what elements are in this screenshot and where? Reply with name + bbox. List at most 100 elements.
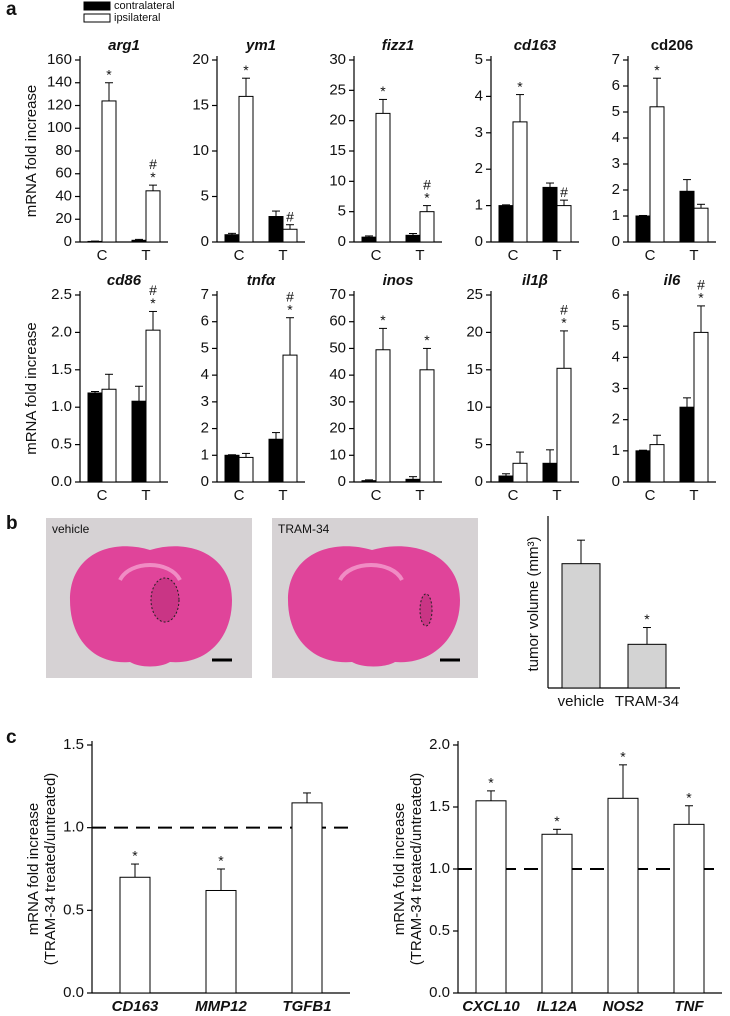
y-tick-label: 10 <box>329 172 346 189</box>
x-tick-label: C <box>371 247 382 264</box>
y-tick-label: 50 <box>329 339 346 356</box>
significance-mark: * <box>106 66 112 82</box>
y-tick-label: 1.5 <box>51 361 72 378</box>
chart-title: il1β <box>522 272 548 289</box>
y-tick-label: 1 <box>475 197 483 214</box>
y-tick-label: 7 <box>201 286 209 303</box>
x-tick-label: TRAM-34 <box>615 693 679 710</box>
bar <box>238 95 254 243</box>
significance-mark: * <box>561 315 567 331</box>
chart-title: cd206 <box>651 37 694 54</box>
x-tick-label: T <box>689 487 698 504</box>
y-tick-label: 25 <box>329 81 346 98</box>
y-tick-label: 40 <box>329 366 346 383</box>
y-tick-label: 7 <box>612 51 620 68</box>
x-tick-label: C <box>371 487 382 504</box>
significance-mark: * <box>554 813 560 829</box>
legend-swatch <box>83 1 111 11</box>
y-tick-label: 1 <box>201 446 209 463</box>
histology-tram34: TRAM-34 <box>272 518 478 678</box>
x-tick-label: TGFB1 <box>282 998 331 1015</box>
bar <box>627 643 667 689</box>
bar <box>512 462 528 483</box>
significance-mark: * <box>620 749 626 765</box>
significance-mark: * <box>243 62 249 78</box>
y-tick-label: 1.5 <box>429 798 450 815</box>
bar <box>635 450 651 483</box>
y-tick-label: 2 <box>475 160 483 177</box>
y-tick-label: 2 <box>201 420 209 437</box>
y-tick-label: 5 <box>201 339 209 356</box>
x-tick-label: C <box>234 247 245 264</box>
bar <box>361 236 377 243</box>
bar <box>635 215 651 243</box>
bar <box>419 211 435 243</box>
chart-title: cd163 <box>514 37 557 54</box>
y-tick-label: 1 <box>612 442 620 459</box>
bar <box>561 563 601 689</box>
y-tick-label: 2 <box>612 181 620 198</box>
significance-mark: * <box>686 789 692 805</box>
bar <box>556 205 572 243</box>
panel-label: b <box>6 513 18 534</box>
bar <box>512 121 528 243</box>
significance-mark: * <box>380 83 386 99</box>
y-tick-label: 0 <box>201 233 209 250</box>
y-tick-label: 0.0 <box>51 473 72 490</box>
bar <box>405 478 421 483</box>
bar <box>498 205 514 243</box>
y-tick-label: 3 <box>612 155 620 172</box>
significance-mark: # <box>423 176 431 192</box>
y-axis-label: mRNA fold increase <box>25 803 42 936</box>
x-tick-label: TNF <box>674 998 704 1015</box>
y-tick-label: 0.0 <box>63 984 84 1001</box>
significance-mark: # <box>560 302 568 318</box>
significance-mark: * <box>287 301 293 317</box>
y-tick-label: 15 <box>466 361 483 378</box>
significance-mark: * <box>424 189 430 205</box>
bar <box>607 797 639 994</box>
significance-mark: # <box>149 282 157 298</box>
y-tick-label: 1 <box>612 207 620 224</box>
significance-mark: * <box>517 78 523 94</box>
y-tick-label: 140 <box>47 74 72 91</box>
significance-mark: * <box>488 775 494 791</box>
significance-mark: * <box>150 169 156 185</box>
y-tick-label: 60 <box>55 165 72 182</box>
x-tick-label: T <box>552 247 561 264</box>
significance-mark: * <box>424 332 430 348</box>
significance-mark: # <box>286 208 294 224</box>
bar <box>131 239 147 243</box>
y-tick-label: 100 <box>47 119 72 136</box>
y-tick-label: 5 <box>475 436 483 453</box>
y-tick-label: 6 <box>612 77 620 94</box>
significance-mark: # <box>286 288 294 304</box>
bar <box>282 354 298 483</box>
y-tick-label: 2.0 <box>429 736 450 753</box>
y-tick-label: 20 <box>55 210 72 227</box>
y-tick-label: 25 <box>466 286 483 303</box>
y-tick-label: 1.0 <box>429 860 450 877</box>
histology-vehicle: vehicle <box>46 518 252 678</box>
bar <box>375 349 391 483</box>
chart-title: cd86 <box>107 272 142 289</box>
y-tick-label: 1.0 <box>51 398 72 415</box>
y-tick-label: 0.5 <box>429 922 450 939</box>
bar <box>145 329 161 483</box>
y-tick-label: 60 <box>329 313 346 330</box>
significance-mark: * <box>380 312 386 328</box>
bar <box>87 392 103 483</box>
significance-mark: * <box>644 611 650 627</box>
bar <box>542 462 558 483</box>
bar <box>268 438 284 483</box>
y-tick-label: 4 <box>475 87 483 104</box>
bar <box>101 388 117 483</box>
y-tick-label: 160 <box>47 51 72 68</box>
y-tick-label: 10 <box>192 142 209 159</box>
x-tick-label: IL12A <box>537 998 578 1015</box>
bar <box>679 190 695 243</box>
y-tick-label: 0 <box>338 473 346 490</box>
x-tick-label: C <box>97 487 108 504</box>
chart-title: inos <box>383 272 414 289</box>
y-tick-label: 3 <box>612 379 620 396</box>
